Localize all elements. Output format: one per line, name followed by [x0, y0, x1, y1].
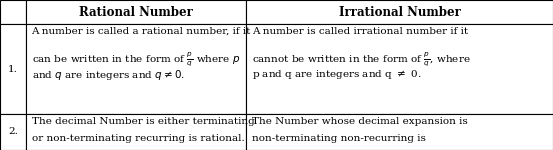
Text: Irrational Number: Irrational Number: [338, 6, 461, 18]
Text: p and q are integers and q $\neq$ 0.: p and q are integers and q $\neq$ 0.: [252, 68, 421, 81]
Text: can be written in the form of $\frac{p}{q}$ where $p$: can be written in the form of $\frac{p}{…: [32, 50, 240, 68]
Bar: [246, 114, 553, 150]
Bar: [246, 24, 553, 114]
Text: The Number whose decimal expansion is: The Number whose decimal expansion is: [252, 117, 467, 126]
Text: cannot be written in the form of $\frac{p}{q}$, where: cannot be written in the form of $\frac{…: [252, 50, 470, 68]
Bar: [0, 114, 26, 150]
Text: or non-terminating recurring is rational.: or non-terminating recurring is rational…: [32, 134, 244, 143]
Text: A number is called a rational number, if it: A number is called a rational number, if…: [32, 27, 251, 36]
Text: A number is called irrational number if it: A number is called irrational number if …: [252, 27, 468, 36]
Text: 1.: 1.: [8, 64, 18, 74]
Bar: [0, 24, 26, 114]
Text: Rational Number: Rational Number: [79, 6, 193, 18]
Bar: [26, 0, 246, 24]
Bar: [0, 0, 26, 24]
Text: non-terminating non-recurring is: non-terminating non-recurring is: [252, 134, 425, 143]
Text: 2.: 2.: [8, 128, 18, 136]
Text: and $q$ are integers and $q \neq 0$.: and $q$ are integers and $q \neq 0$.: [32, 68, 185, 81]
Bar: [26, 114, 246, 150]
Bar: [26, 24, 246, 114]
Text: The decimal Number is either terminating: The decimal Number is either terminating: [32, 117, 254, 126]
Bar: [246, 0, 553, 24]
